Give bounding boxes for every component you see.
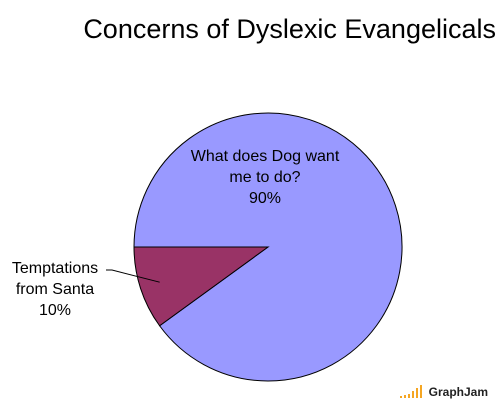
pie-slice: [133, 246, 270, 327]
watermark: GraphJam: [428, 385, 488, 399]
leader-line: [106, 269, 160, 283]
chart-title: Concerns of Dyslexic Evangelicals: [83, 14, 496, 44]
slice-label: What does Dog want me to do? 90%: [185, 146, 345, 209]
category-label: What does Dog want me to do?: [190, 148, 340, 186]
slice-label: Temptations from Santa 10%: [0, 258, 110, 321]
logo-bars: [400, 385, 422, 398]
value-label: 90%: [248, 190, 282, 207]
value-label: 10%: [38, 302, 72, 319]
category-label: Temptations from Santa: [11, 260, 99, 298]
